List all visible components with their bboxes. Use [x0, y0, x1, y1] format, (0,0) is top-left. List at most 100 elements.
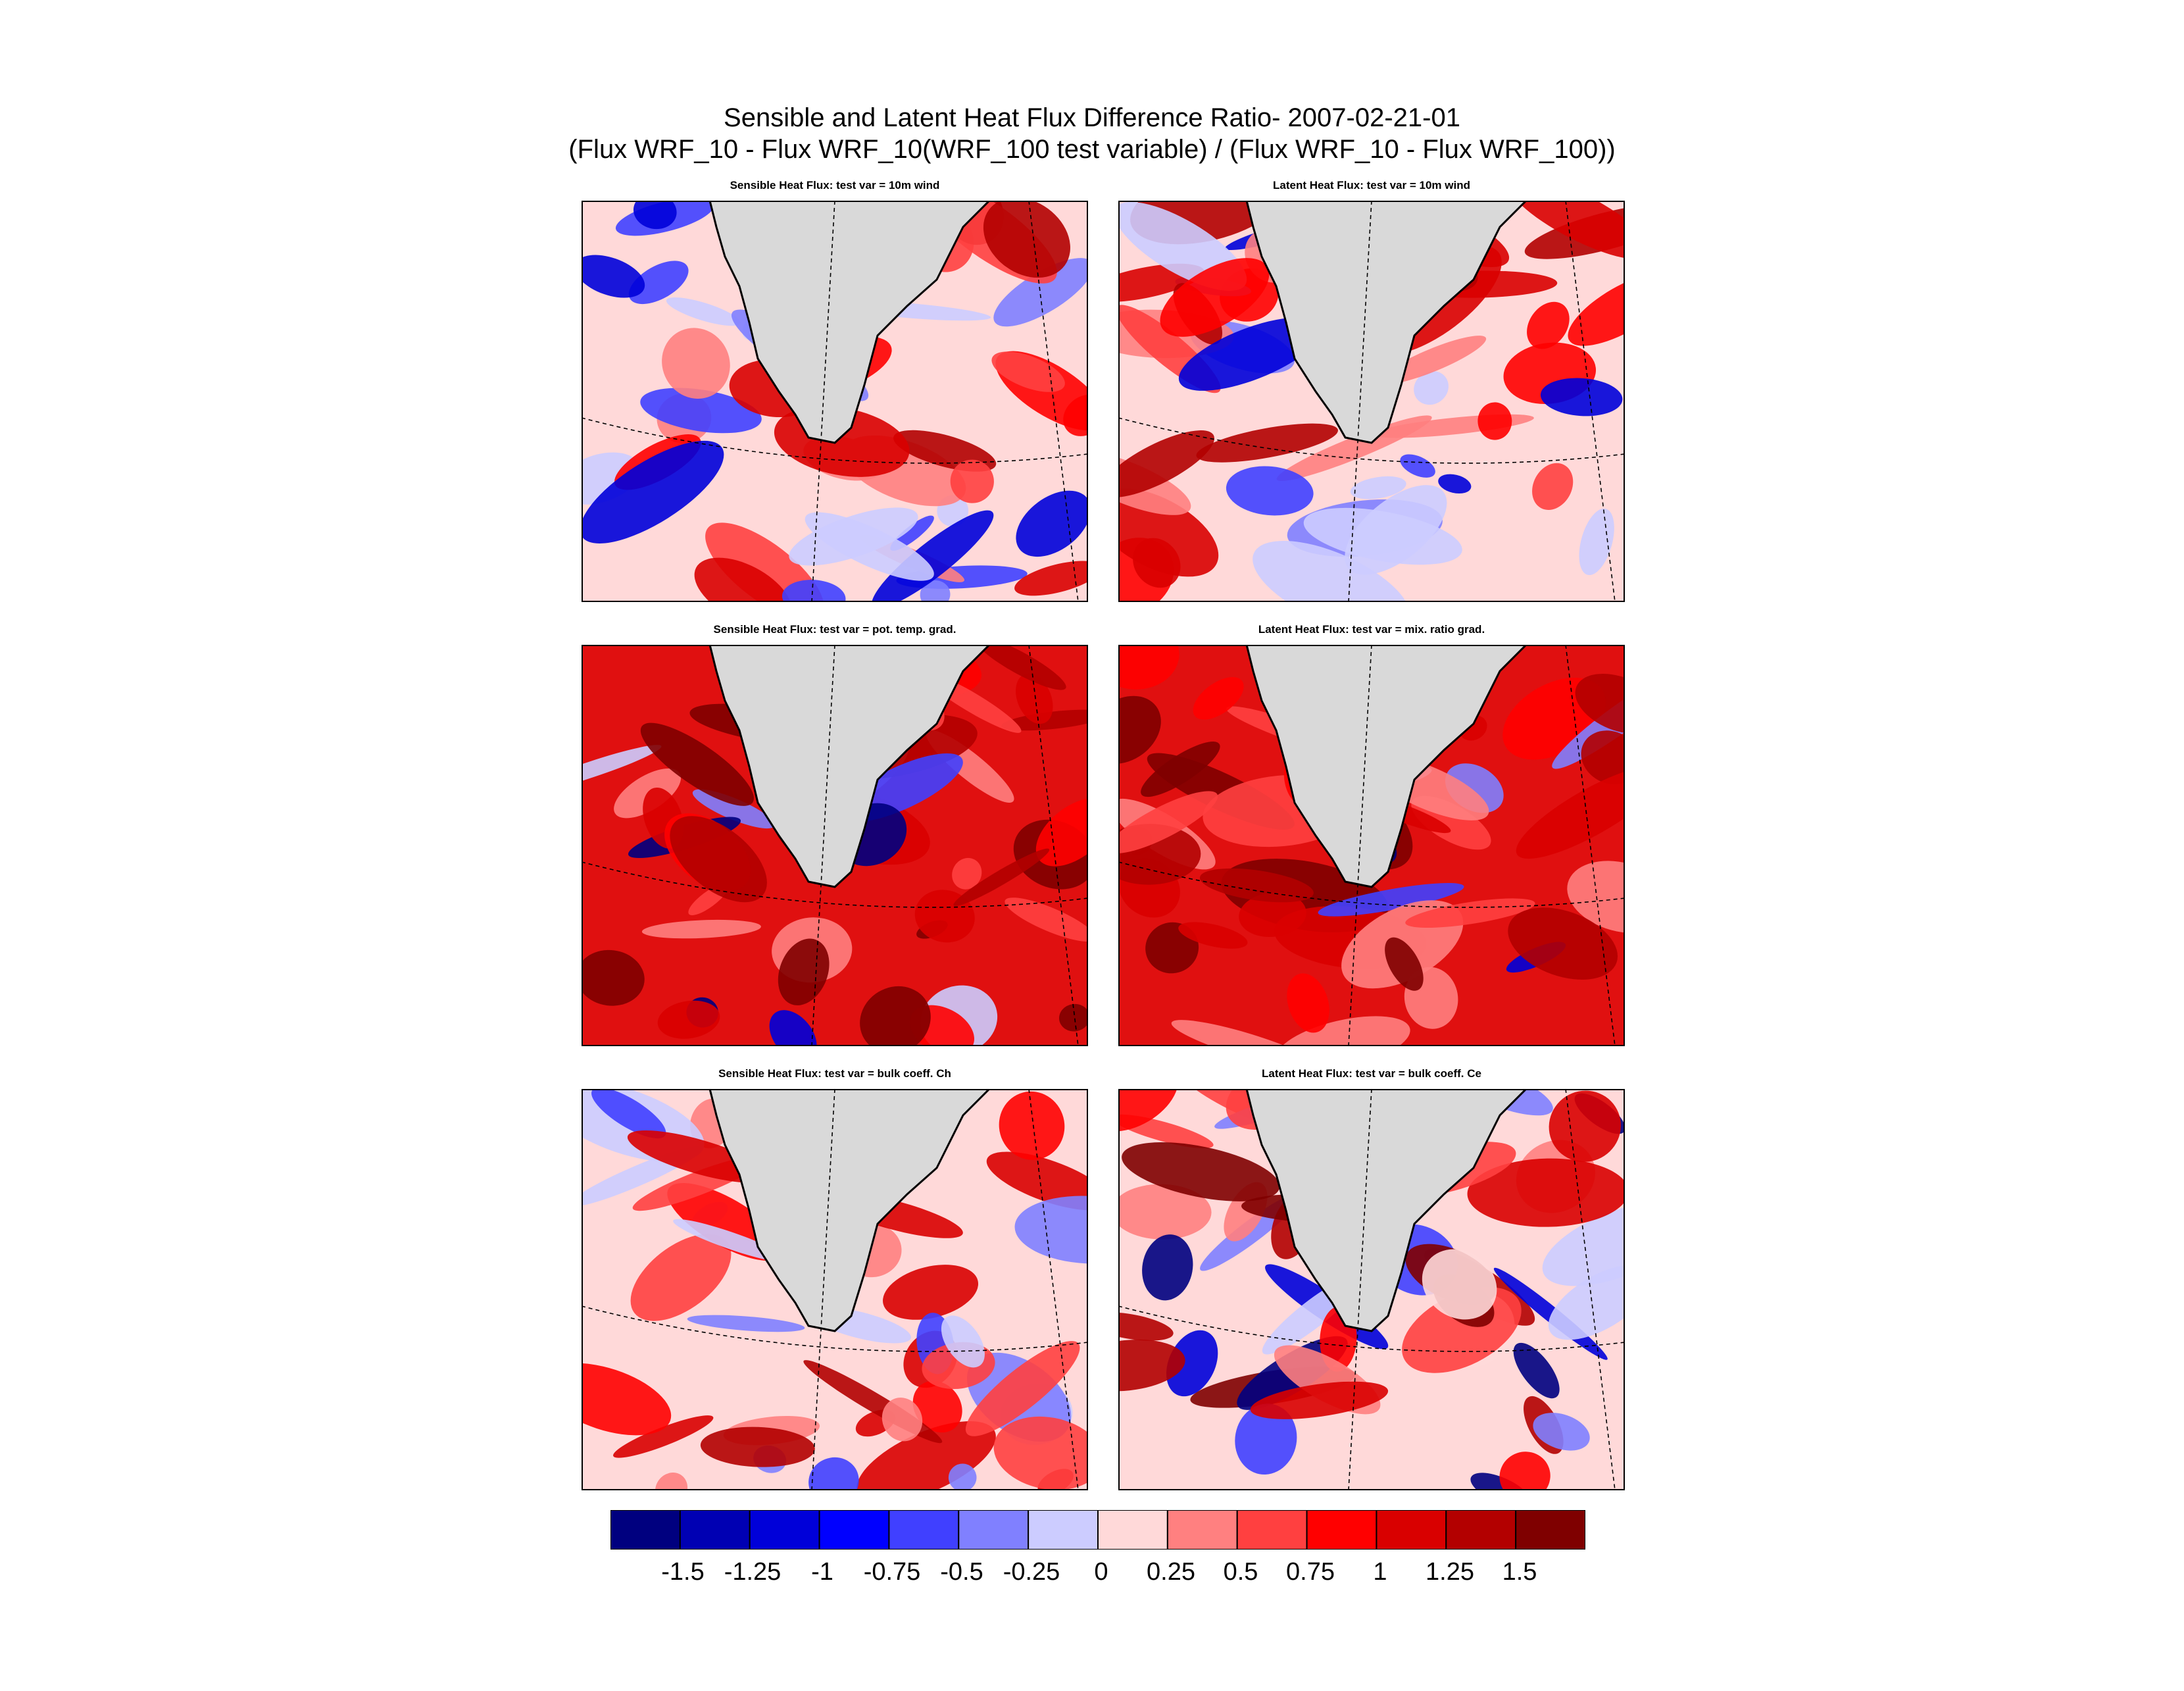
- field-patch: [1118, 1339, 1185, 1392]
- field-patch: [1438, 474, 1472, 494]
- field-patch: [1122, 1142, 1280, 1201]
- field-patch: [687, 1315, 805, 1332]
- field-patch: [1287, 973, 1329, 1033]
- land-mass: [710, 201, 989, 443]
- field-patch: [953, 848, 1050, 907]
- field-patch: [613, 1415, 714, 1458]
- graticule-meridian: [811, 201, 835, 602]
- field-patch: [1118, 430, 1215, 497]
- colorbar-label: -0.75: [863, 1558, 921, 1586]
- graticule-parallel: [582, 1305, 1088, 1352]
- field-patch: [1527, 301, 1570, 349]
- field-patch: [1235, 1403, 1297, 1475]
- panel-frame: [1118, 201, 1625, 602]
- field-patch: [1178, 922, 1248, 949]
- map-panel: [582, 201, 1088, 602]
- field-patch: [769, 1010, 817, 1046]
- field-patch: [692, 789, 775, 829]
- field-patch: [1141, 742, 1220, 797]
- panel-title: Sensible Heat Flux: test var = bulk coef…: [718, 1067, 951, 1080]
- field-patch: [582, 255, 645, 298]
- field-patch: [666, 297, 741, 326]
- graticule-meridian: [811, 645, 835, 1046]
- field-patch: [1193, 677, 1244, 720]
- field-patch: [694, 557, 792, 602]
- graticule-meridian: [1028, 645, 1079, 1046]
- field-patch: [952, 857, 982, 890]
- field-patch: [1166, 1330, 1218, 1397]
- colorbar-swatch: [818, 1510, 890, 1550]
- field-patch: [1499, 1451, 1551, 1490]
- field-patch: [1548, 1265, 1625, 1340]
- field-patch: [1226, 466, 1314, 516]
- field-patch: [1540, 378, 1623, 416]
- land-mass: [1247, 201, 1526, 443]
- colorbar-swatch: [1028, 1510, 1099, 1550]
- field-patch: [657, 1000, 720, 1039]
- field-patch: [1118, 488, 1219, 577]
- colorbar-label: 0.75: [1286, 1558, 1335, 1586]
- colorbar-swatch: [1097, 1510, 1168, 1550]
- panel-title: Latent Heat Flux: test var = mix. ratio …: [1258, 623, 1485, 636]
- graticule-meridian: [1348, 1089, 1372, 1490]
- field-patch: [1345, 485, 1447, 575]
- graticule-parallel: [582, 861, 1088, 908]
- field-patch: [1350, 476, 1406, 499]
- field-patch: [860, 986, 931, 1046]
- field-patch: [1422, 1249, 1497, 1320]
- field-patch: [999, 1091, 1065, 1160]
- field-patch: [1405, 898, 1535, 928]
- panel-frame: [582, 201, 1088, 602]
- field-patch: [1318, 882, 1464, 917]
- graticule-parallel: [582, 417, 1088, 464]
- graticule-meridian: [1028, 1089, 1079, 1490]
- field-patch: [1414, 370, 1449, 405]
- field-patch: [778, 938, 830, 1005]
- field-patch: [1568, 272, 1625, 346]
- field-patch: [883, 1265, 979, 1320]
- panel-frame: [582, 645, 1088, 1046]
- field-patch: [1016, 490, 1088, 557]
- coastline: [708, 201, 991, 444]
- field-patch: [1178, 317, 1322, 391]
- field-patch: [1118, 791, 1218, 853]
- field-patch: [1014, 561, 1088, 596]
- field-patch: [872, 510, 994, 602]
- colorbar-label: -0.5: [940, 1558, 983, 1586]
- colorbar-swatch: [610, 1510, 681, 1550]
- colorbar-label: -1: [811, 1558, 833, 1586]
- field-patch: [700, 1426, 815, 1467]
- field-patch: [1160, 258, 1270, 337]
- panel-frame: [582, 1089, 1088, 1490]
- colorbar-swatch: [888, 1510, 960, 1550]
- figure-title-line1: Sensible and Latent Heat Flux Difference…: [724, 103, 1460, 132]
- field-patch: [950, 459, 994, 503]
- graticule-parallel: [1118, 861, 1625, 908]
- field-patch: [1118, 645, 1179, 690]
- field-patch: [640, 388, 762, 434]
- field-patch: [627, 1130, 770, 1183]
- coastline: [708, 1089, 991, 1332]
- field-patch: [948, 1463, 977, 1490]
- colorbar-swatch: [1236, 1510, 1308, 1550]
- field-patch: [591, 1089, 666, 1139]
- graticule-meridian: [1565, 201, 1616, 602]
- graticule-meridian: [1565, 645, 1616, 1046]
- field-patch: [1239, 892, 1306, 938]
- field-patch: [1533, 1413, 1590, 1451]
- field-patch: [983, 201, 1070, 278]
- field-patch: [912, 1380, 962, 1433]
- graticule-meridian: [1565, 1089, 1616, 1490]
- field-patch: [662, 328, 730, 399]
- land-mass: [1247, 1089, 1526, 1331]
- field-patch: [1385, 937, 1424, 991]
- panel-frame: [1118, 645, 1625, 1046]
- field-patch: [641, 919, 761, 939]
- field-patch: [628, 261, 689, 305]
- field-patch: [1542, 1201, 1625, 1286]
- field-patch: [1400, 454, 1435, 478]
- field-patch: [941, 1315, 985, 1368]
- map-panel: [1118, 201, 1625, 602]
- field-patch: [1253, 541, 1410, 602]
- colorbar-label: 1: [1373, 1558, 1387, 1586]
